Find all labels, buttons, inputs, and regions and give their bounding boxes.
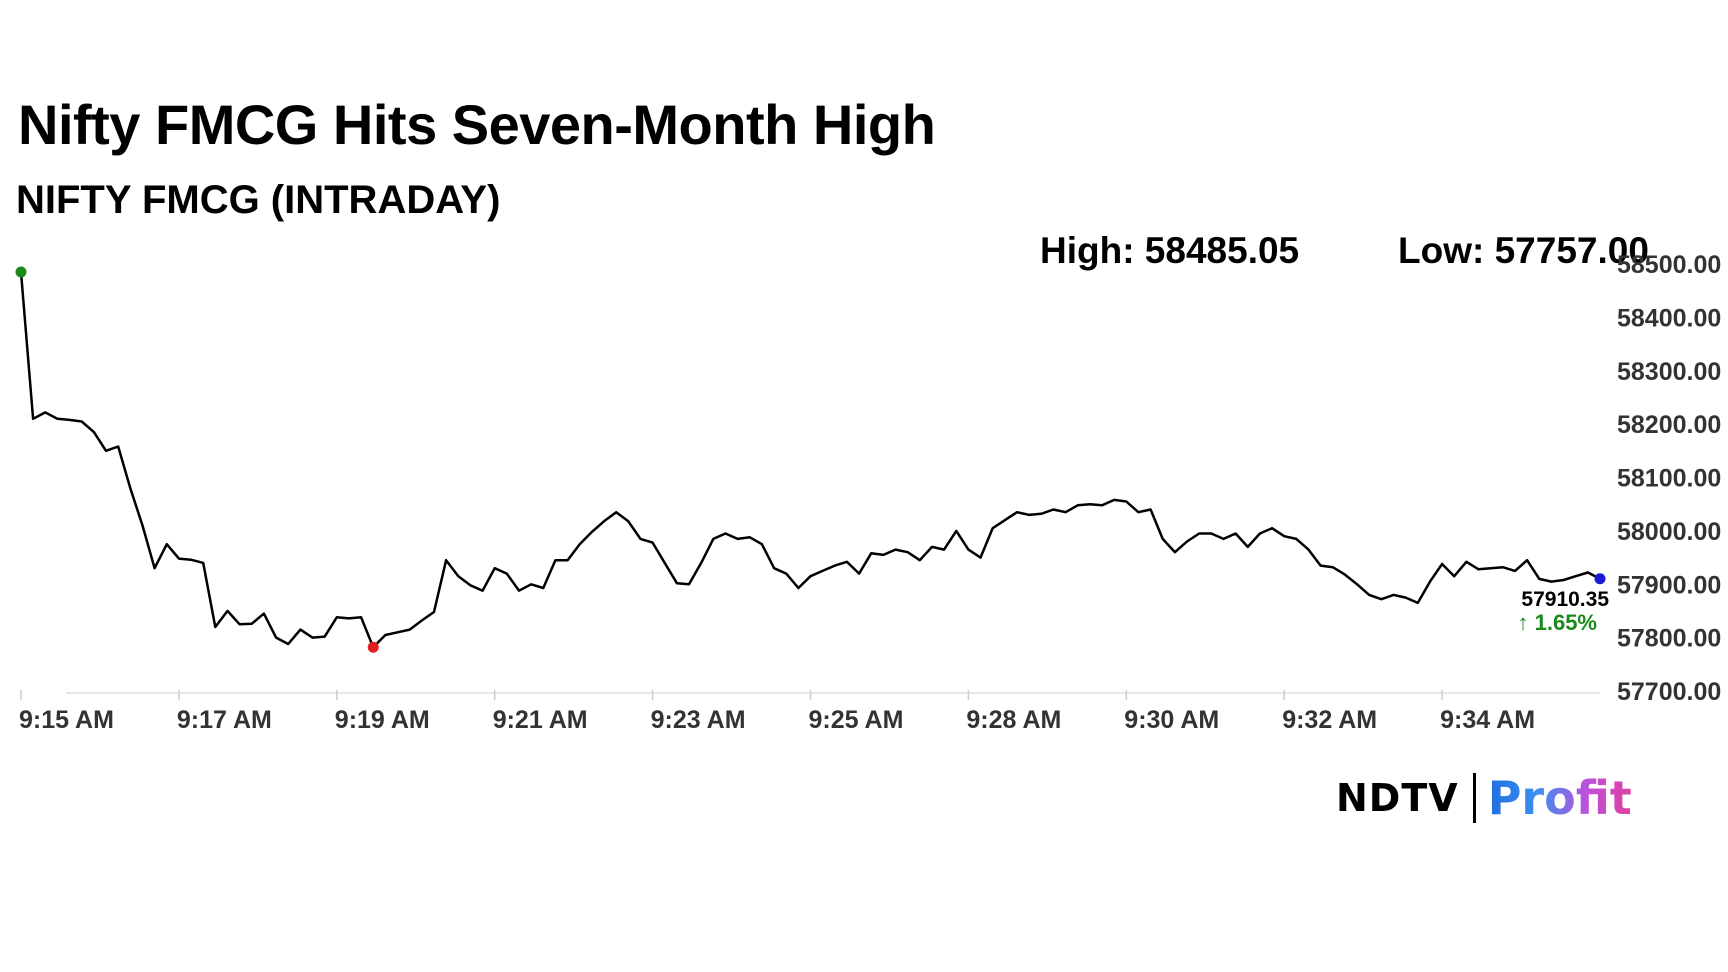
x-tick-label: 9:15 AM: [19, 706, 114, 734]
y-tick-label: 58400.00: [1617, 304, 1721, 332]
y-tick-label: 58000.00: [1617, 518, 1721, 546]
price-line: [19, 271, 1601, 649]
x-tick-label: 9:30 AM: [1124, 706, 1219, 734]
chart-title: Nifty FMCG Hits Seven-Month High: [18, 93, 936, 156]
y-tick-label: 58200.00: [1617, 411, 1721, 439]
low-stat: Low: 57757.00: [1398, 230, 1649, 271]
y-tick-label: 57700.00: [1617, 678, 1721, 706]
y-tick-label: 58500.00: [1617, 251, 1721, 279]
ndtv-profit-logo: NDTV Profit: [1336, 771, 1632, 825]
low-marker: [367, 641, 379, 653]
x-tick-label: 9:21 AM: [493, 706, 588, 734]
x-tick-label: 9:23 AM: [651, 706, 746, 734]
y-tick-label: 57900.00: [1617, 571, 1721, 599]
logo-divider: [1472, 773, 1476, 823]
last-value-label: 57910.35: [1521, 588, 1609, 611]
y-tick-label: 57800.00: [1617, 625, 1721, 653]
x-tick-label: 9:17 AM: [177, 706, 272, 734]
x-tick-label: 9:25 AM: [809, 706, 904, 734]
logo-product: Profit: [1487, 771, 1632, 825]
y-tick-label: 58300.00: [1617, 358, 1721, 386]
last-value-marker: [1594, 573, 1606, 585]
x-tick-label: 9:32 AM: [1282, 706, 1377, 734]
y-tick-label: 58100.00: [1617, 465, 1721, 493]
high-marker: [15, 266, 27, 278]
x-tick-label: 9:28 AM: [966, 706, 1061, 734]
high-stat: High: 58485.05: [1040, 230, 1300, 271]
x-tick-label: 9:34 AM: [1440, 706, 1535, 734]
x-tick-label: 9:19 AM: [335, 706, 430, 734]
chart-subtitle: NIFTY FMCG (INTRADAY): [16, 178, 501, 222]
change-label: ↑ 1.65%: [1518, 610, 1598, 635]
logo-brand: NDTV: [1336, 776, 1459, 820]
